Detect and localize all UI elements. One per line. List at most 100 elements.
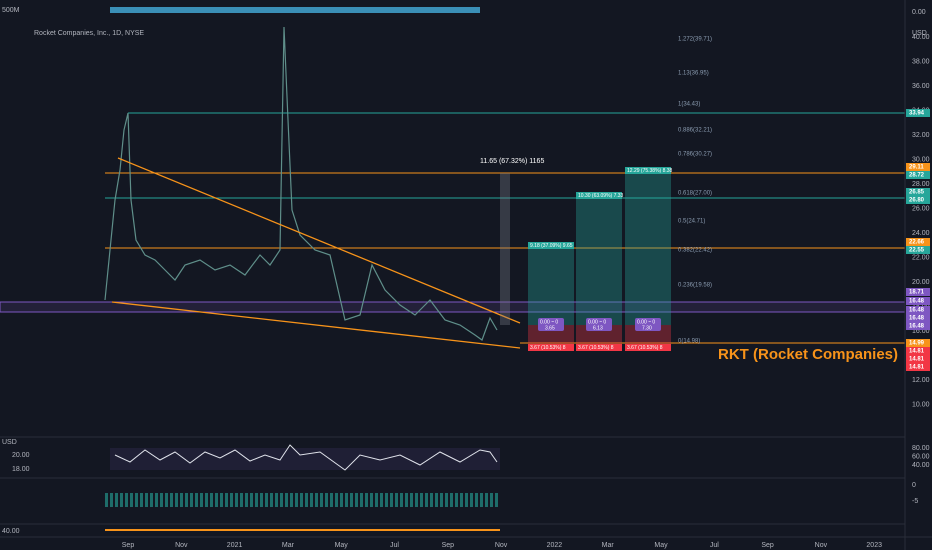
- price-tag-label: 26.85: [909, 190, 925, 196]
- price-tag-label: 22.66: [909, 240, 925, 246]
- price-tag-label: 16.48: [909, 316, 925, 322]
- rsi-right-label: 40.00: [912, 462, 930, 469]
- trendline: [117, 157, 521, 324]
- mid-label: 0.00 ~ 0: [540, 319, 558, 325]
- price-tick-label: 32.00: [912, 132, 930, 139]
- stop-label: 3.67 (10.53%) 8: [530, 345, 566, 351]
- fib-label: 0.786(30.27): [678, 152, 712, 158]
- price-tag: [906, 347, 930, 355]
- price-tag: [906, 171, 930, 179]
- target-tag: [576, 192, 622, 199]
- price-tag: [906, 306, 930, 314]
- rsi-left-label: 20.00: [12, 452, 30, 459]
- price-tick-label: 12.00: [912, 377, 930, 384]
- ratio-label: 6.13: [593, 325, 603, 331]
- symbol-title: Rocket Companies, Inc., 1D, NYSE: [34, 30, 144, 37]
- mid-tag: [635, 318, 661, 331]
- price-tag: [906, 355, 930, 363]
- price-tag: [906, 246, 930, 254]
- fib-label: 0.5(24.71): [678, 219, 705, 225]
- volume-label: 500M: [2, 7, 20, 14]
- range-band: [0, 301, 906, 313]
- price-tag: [906, 163, 930, 171]
- target-tag: [625, 167, 671, 174]
- rsi-left-label: 18.00: [12, 466, 30, 473]
- stop-label: 3.67 (10.53%) 8: [627, 345, 663, 351]
- price-tick-label: 40.00: [912, 34, 930, 41]
- price-tick-label: 26.00: [912, 205, 930, 212]
- mid-tag: [586, 318, 612, 331]
- time-tick-label: 2023: [866, 542, 882, 549]
- stop-tag: [625, 344, 671, 351]
- fib-label: 0(14.98): [678, 339, 700, 345]
- measure-label: 11.65 (67.32%) 1165: [480, 158, 544, 165]
- price-tick-label: 28.00: [912, 181, 930, 188]
- fib-label: 0.618(27.00): [678, 191, 712, 197]
- price-path: [104, 26, 498, 341]
- stop-label: 3.67 (10.53%) 8: [578, 345, 614, 351]
- fib-label: 1.272(39.71): [678, 37, 712, 43]
- bottom-left: 40.00: [2, 528, 20, 535]
- price-tag-label: 22.55: [909, 248, 925, 254]
- price-tag: [906, 322, 930, 330]
- stop-tag: [528, 344, 574, 351]
- price-tick-label: 38.00: [912, 58, 930, 65]
- target-tag: [528, 242, 574, 249]
- price-tag-label: 16.48: [909, 324, 925, 330]
- price-tag: [906, 363, 930, 371]
- price-tag-label: 18.71: [909, 290, 925, 296]
- position-profit: [625, 170, 671, 325]
- trendline: [111, 301, 521, 349]
- price-tag-label: 16.48: [909, 299, 925, 305]
- rsi-currency: USD: [2, 439, 17, 446]
- price-tag: [906, 297, 930, 305]
- time-tick-label: Nov: [815, 542, 828, 549]
- price-tick-label: 20.00: [912, 279, 930, 286]
- volume-zero: 0.00: [912, 9, 926, 16]
- target-label: 12.29 (75.38%) 8.38: [627, 168, 673, 174]
- price-tag-label: 14.99: [909, 341, 925, 347]
- time-tick-label: Nov: [495, 542, 508, 549]
- price-tag: [906, 339, 930, 347]
- price-tick-label: 36.00: [912, 83, 930, 90]
- time-tick-label: Sep: [761, 542, 774, 549]
- ratio-label: 3.65: [545, 325, 555, 331]
- price-tick-label: 10.00: [912, 401, 930, 408]
- time-tick-label: Jul: [710, 542, 719, 549]
- rsi-band: [110, 448, 500, 470]
- position-profit: [576, 195, 622, 325]
- price-tag-label: 29.11: [909, 165, 924, 171]
- fib-label: 0.382(22.42): [678, 248, 712, 254]
- price-tag-label: 33.94: [909, 111, 925, 117]
- fib-label: 1.13(36.95): [678, 71, 709, 77]
- time-tick-label: Nov: [175, 542, 188, 549]
- price-tick-label: 24.00: [912, 230, 930, 237]
- horizontal-levels: [0, 112, 906, 344]
- target-label: 9.18 (37.09%) 9.65: [530, 243, 573, 249]
- ratio-label: 7.30: [642, 325, 652, 331]
- fib-label: 0.886(32.21): [678, 128, 712, 134]
- stop-tag: [576, 344, 622, 351]
- price-tag-label: 14.81: [909, 349, 925, 355]
- price-tag: [906, 188, 930, 196]
- time-tick-label: Jul: [390, 542, 399, 549]
- price-tick-label: 16.00: [912, 328, 930, 335]
- price-tag: [906, 238, 930, 246]
- rsi-right-label: 60.00: [912, 453, 930, 460]
- currency: USD: [912, 30, 927, 37]
- time-tick-label: Mar: [282, 542, 295, 549]
- price-tag: [906, 196, 930, 204]
- time-tick-label: May: [654, 542, 668, 549]
- fib-label: 1(34.43): [678, 102, 700, 108]
- mid-label: 0.00 ~ 0: [588, 319, 606, 325]
- measure-box: [500, 173, 510, 325]
- annotation-title: RKT (Rocket Companies): [718, 346, 898, 363]
- macd-right-label: 0: [912, 482, 916, 489]
- fib-label: 0.236(19.58): [678, 283, 712, 289]
- price-tick-label: 30.00: [912, 156, 930, 163]
- price-tag-label: 14.81: [909, 357, 925, 363]
- target-label: 10.30 (63.09%) 7.33: [578, 193, 624, 199]
- rsi-right-label: 80.00: [912, 445, 930, 452]
- price-tag: [906, 314, 930, 322]
